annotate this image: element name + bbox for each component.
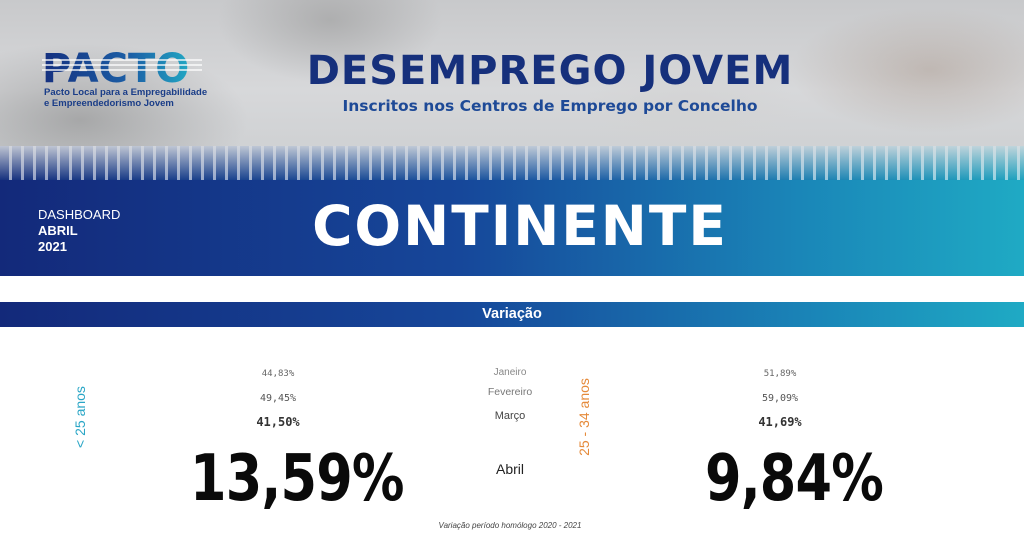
region-title: CONTINENTE: [312, 194, 728, 258]
dashboard-text: DASHBOARD: [38, 207, 121, 222]
page-title: DESEMPREGO JOVEM: [306, 48, 794, 94]
month-march: Março: [494, 410, 526, 422]
month-april: Abril: [495, 461, 524, 477]
footnote: Variação período homólogo 2020 - 2021: [438, 521, 582, 530]
age25-34-february-value: 59,09%: [761, 393, 799, 404]
dashboard-month: ABRIL: [38, 223, 78, 238]
age25-34-january-value: 51,89%: [763, 369, 797, 379]
stripe-band: [0, 146, 1024, 180]
logo-word: PACTO: [42, 48, 189, 88]
dashboard-label: DASHBOARD ABRIL 2021: [38, 207, 120, 255]
logo-line-2: e Empreendedorismo Jovem: [44, 98, 174, 109]
age25-34-april-value: 9,84%: [705, 442, 884, 516]
under25-january-value: 44,83%: [261, 369, 295, 379]
under25-march-value: 41,50%: [256, 415, 300, 429]
region-banner: DASHBOARD ABRIL 2021 CONTINENTE: [0, 180, 1024, 276]
age25-34-march-value: 41,69%: [758, 415, 802, 429]
under25-april-value: 13,59%: [190, 442, 404, 516]
age-label-25-34: 25 - 34 anos: [576, 378, 592, 456]
pacto-logo: PACTO Pacto Local para a Empregabilidade…: [42, 48, 217, 112]
pacto-logo-icon: PACTO: [42, 48, 202, 88]
month-january: Janeiro: [493, 367, 527, 378]
age-label-under-25: < 25 anos: [72, 386, 88, 448]
variation-bar: Variação: [0, 302, 1024, 327]
month-february: Fevereiro: [487, 386, 533, 398]
logo-line-1: Pacto Local para a Empregabilidade: [44, 87, 208, 98]
logo-subtitle: Pacto Local para a Empregabilidade e Emp…: [44, 87, 207, 109]
header-hero: PACTO Pacto Local para a Empregabilidade…: [0, 0, 1024, 150]
under25-february-value: 49,45%: [259, 393, 297, 404]
page-subtitle: Inscritos nos Centros de Emprego por Con…: [342, 97, 758, 115]
dashboard-year: 2021: [38, 239, 67, 254]
